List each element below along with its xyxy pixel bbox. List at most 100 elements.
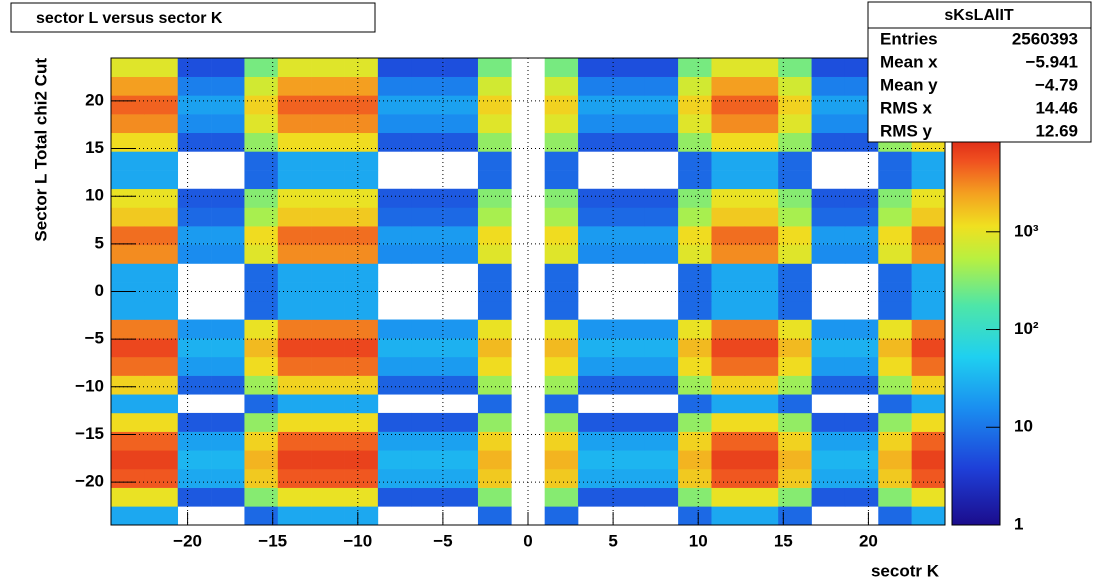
cell (211, 95, 245, 115)
cell (578, 207, 612, 227)
cell (578, 338, 612, 358)
cell (244, 431, 279, 451)
cell (911, 170, 946, 190)
cell (644, 338, 679, 358)
cell (344, 506, 379, 526)
cell (611, 58, 646, 77)
cell (244, 487, 279, 507)
cell (144, 487, 179, 507)
cell (778, 151, 812, 171)
cell (411, 412, 445, 432)
cell (578, 244, 612, 264)
cell (811, 487, 846, 507)
cell (111, 300, 145, 320)
cell (144, 468, 179, 488)
cell (277, 431, 312, 451)
cell (377, 95, 412, 115)
cell (711, 226, 746, 246)
cell (111, 151, 145, 171)
cell (711, 431, 746, 451)
cell (744, 207, 779, 227)
cell (711, 450, 746, 470)
cell (544, 207, 579, 227)
cell (444, 450, 479, 470)
cell (678, 487, 712, 507)
cell (878, 338, 912, 358)
cell (177, 319, 212, 339)
cell (811, 132, 846, 152)
cell (477, 188, 512, 208)
cell (411, 188, 445, 208)
cell (678, 151, 712, 171)
x-tick-label: 20 (859, 531, 878, 550)
cell (411, 114, 445, 134)
cell (744, 170, 779, 190)
cell (611, 95, 646, 115)
cell (311, 226, 345, 246)
cell (377, 487, 412, 507)
y-tick-label: 0 (95, 281, 104, 300)
cell (144, 394, 179, 414)
cell (411, 487, 445, 507)
cell (311, 338, 345, 358)
cell (878, 151, 912, 171)
cell (778, 375, 812, 395)
cell (477, 76, 512, 96)
stats-key: Mean x (880, 52, 938, 71)
cell (744, 506, 779, 526)
cell (111, 487, 145, 507)
cell (477, 431, 512, 451)
cell (277, 300, 312, 320)
cell (144, 244, 179, 264)
cell (778, 95, 812, 115)
cell (344, 394, 379, 414)
cell (177, 468, 212, 488)
cell (878, 431, 912, 451)
cell (778, 487, 812, 507)
cell (711, 76, 746, 96)
cell (244, 356, 279, 376)
cell (244, 207, 279, 227)
cell (477, 450, 512, 470)
cell (644, 114, 679, 134)
cell (444, 338, 479, 358)
cell (711, 188, 746, 208)
cell (411, 132, 445, 152)
cell (844, 375, 879, 395)
cell (444, 431, 479, 451)
title-box (10, 2, 376, 33)
x-tick-label: 5 (608, 531, 617, 550)
cell (578, 356, 612, 376)
cell (711, 412, 746, 432)
cell (778, 76, 812, 96)
cell (477, 300, 512, 320)
cell (711, 319, 746, 339)
cell (344, 58, 379, 77)
cell (744, 95, 779, 115)
cell (544, 151, 579, 171)
cell (277, 468, 312, 488)
cell (311, 431, 345, 451)
z-tick-label: 1 (1014, 514, 1023, 533)
cell (544, 76, 579, 96)
cell (911, 394, 946, 414)
cell (311, 319, 345, 339)
cell (311, 244, 345, 264)
cell (911, 319, 946, 339)
cell (177, 132, 212, 152)
cell (744, 412, 779, 432)
cell (177, 431, 212, 451)
cell (277, 412, 312, 432)
y-tick-label: 20 (85, 90, 104, 109)
cell (244, 170, 279, 190)
cell (878, 263, 912, 283)
cell (344, 207, 379, 227)
cell (111, 188, 145, 208)
x-axis-title: secotr K (871, 561, 940, 580)
cell (311, 58, 345, 77)
cell (678, 506, 712, 526)
cell (778, 114, 812, 134)
cell (744, 58, 779, 77)
cell (311, 375, 345, 395)
cell (744, 356, 779, 376)
